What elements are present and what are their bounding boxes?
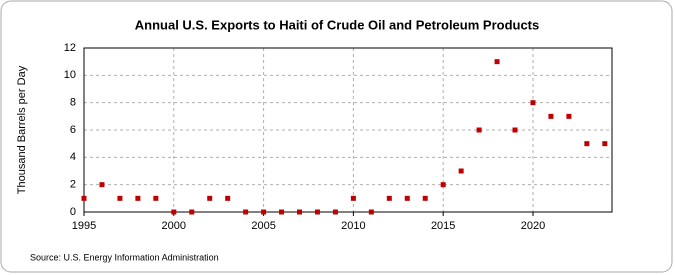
y-tick-label: 12: [64, 42, 76, 54]
x-tick-label: 2005: [251, 220, 275, 232]
point: [297, 209, 303, 215]
point: [422, 195, 428, 201]
x-tick-label: 2000: [162, 220, 186, 232]
point: [512, 127, 518, 133]
plot-area: [83, 47, 613, 213]
y-tick-label: 2: [70, 179, 76, 191]
point: [494, 59, 500, 65]
y-axis-label: Thousand Barrels per Day: [16, 65, 28, 194]
y-tick-label: 6: [70, 124, 76, 136]
point: [386, 195, 392, 201]
point: [566, 113, 572, 119]
point: [332, 209, 338, 215]
point: [279, 209, 285, 215]
x-tick-label: 2020: [521, 220, 545, 232]
point: [530, 100, 536, 106]
point: [548, 113, 554, 119]
point: [584, 141, 590, 147]
point: [225, 195, 231, 201]
point: [171, 209, 177, 215]
point: [602, 141, 608, 147]
point: [99, 182, 105, 188]
point: [476, 127, 482, 133]
point: [458, 168, 464, 174]
point: [189, 209, 195, 215]
point: [117, 195, 123, 201]
point: [207, 195, 213, 201]
point: [153, 195, 159, 201]
point: [350, 195, 356, 201]
y-tick-label: 4: [70, 151, 76, 163]
point: [440, 182, 446, 188]
x-tick-label: 1995: [72, 220, 96, 232]
point: [314, 209, 320, 215]
point: [81, 195, 87, 201]
x-tick-label: 2015: [431, 220, 455, 232]
y-tick-label: 0: [70, 206, 76, 218]
source: Source: U.S. Energy Information Administ…: [30, 252, 219, 262]
chart-title: Annual U.S. Exports to Haiti of Crude Oi…: [135, 17, 540, 32]
point: [404, 195, 410, 201]
point: [368, 209, 374, 215]
point: [135, 195, 141, 201]
point: [243, 209, 249, 215]
y-tick-label: 10: [64, 69, 76, 81]
x-tick-label: 2010: [341, 220, 365, 232]
y-tick-label: 8: [70, 97, 76, 109]
point: [261, 209, 267, 215]
